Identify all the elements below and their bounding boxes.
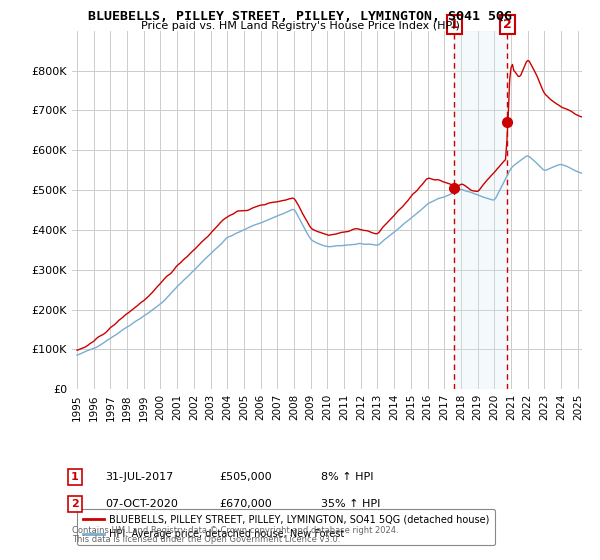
Text: £670,000: £670,000 (219, 499, 272, 509)
Legend: BLUEBELLS, PILLEY STREET, PILLEY, LYMINGTON, SO41 5QG (detached house), HPI: Ave: BLUEBELLS, PILLEY STREET, PILLEY, LYMING… (77, 508, 495, 545)
Text: 2: 2 (503, 18, 512, 31)
Text: This data is licensed under the Open Government Licence v3.0.: This data is licensed under the Open Gov… (72, 535, 340, 544)
Text: 8% ↑ HPI: 8% ↑ HPI (321, 472, 373, 482)
Text: BLUEBELLS, PILLEY STREET, PILLEY, LYMINGTON, SO41 5QG: BLUEBELLS, PILLEY STREET, PILLEY, LYMING… (88, 10, 512, 23)
Text: 1: 1 (71, 472, 79, 482)
Text: 07-OCT-2020: 07-OCT-2020 (105, 499, 178, 509)
Text: 2: 2 (71, 499, 79, 509)
Text: 35% ↑ HPI: 35% ↑ HPI (321, 499, 380, 509)
Text: Contains HM Land Registry data © Crown copyright and database right 2024.: Contains HM Land Registry data © Crown c… (72, 526, 398, 535)
Text: 31-JUL-2017: 31-JUL-2017 (105, 472, 173, 482)
Text: £505,000: £505,000 (219, 472, 272, 482)
Text: 1: 1 (449, 18, 458, 31)
Text: Price paid vs. HM Land Registry's House Price Index (HPI): Price paid vs. HM Land Registry's House … (140, 21, 460, 31)
Bar (454, 31, 507, 389)
